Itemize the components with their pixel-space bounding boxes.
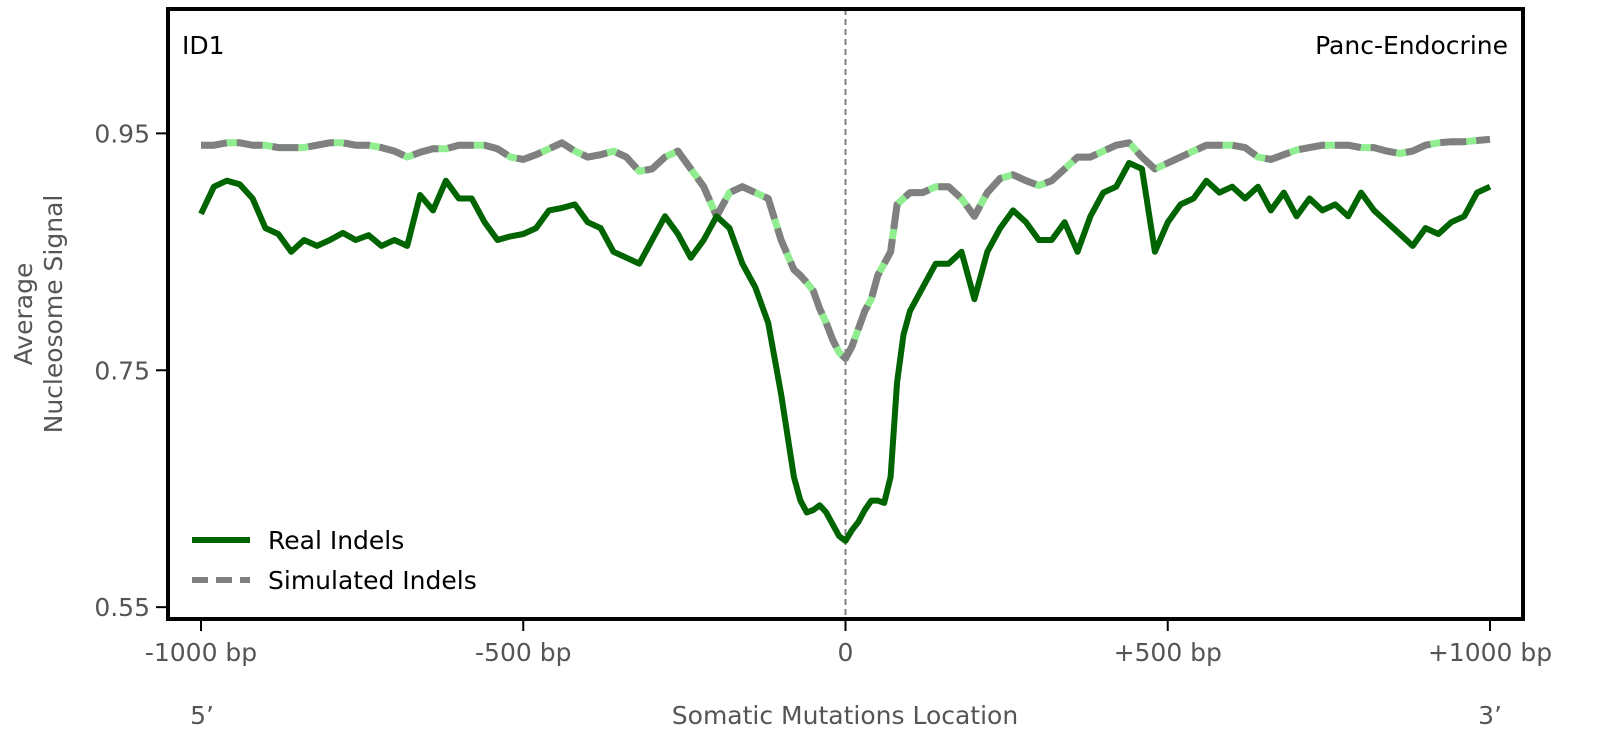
x-tick-label: -500 bp [475, 638, 571, 667]
y-tick-label: 0.95 [94, 119, 150, 148]
axis-ticks: -1000 bp -500 bp 0 +500 bp +1000 bp 0.55 0.75 0… [94, 119, 1552, 667]
y-axis-title-line2: Nucleosome Signal [39, 195, 68, 434]
legend-label-simulated: Simulated Indels [268, 566, 477, 595]
strand-label-left: 5’ [190, 701, 214, 730]
x-axis-title: Somatic Mutations Location [672, 701, 1018, 730]
x-tick-label: +500 bp [1114, 638, 1222, 667]
legend: Real Indels Simulated Indels [192, 526, 477, 595]
x-tick-label: 0 [838, 638, 854, 667]
corner-label-left: ID1 [182, 31, 225, 60]
strand-label-right: 3’ [1478, 701, 1502, 730]
series-line-real [198, 160, 1492, 544]
y-axis-title-line1: Average [9, 263, 38, 366]
y-tick-label: 0.55 [94, 593, 150, 622]
y-tick-label: 0.75 [94, 356, 150, 385]
plot-area [198, 9, 1492, 619]
x-tick-label: -1000 bp [145, 638, 257, 667]
series-line-simulated [201, 135, 1491, 362]
corner-label-right: Panc-Endocrine [1315, 31, 1508, 60]
legend-label-real: Real Indels [268, 526, 404, 555]
x-tick-label: +1000 bp [1428, 638, 1552, 667]
